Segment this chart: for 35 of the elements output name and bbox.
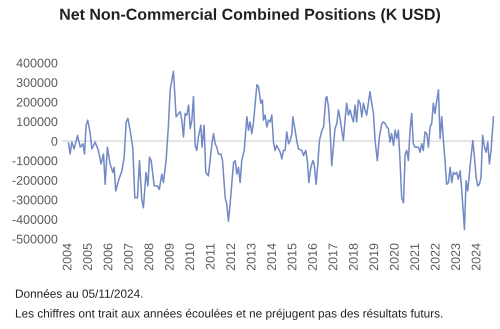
y-tick-label: 400000 [16, 58, 58, 68]
y-tick-label: -500000 [12, 234, 58, 244]
y-tick-label: 0 [51, 136, 58, 146]
x-tick-label: 2010 [185, 244, 194, 270]
x-tick-label: 2004 [62, 243, 72, 270]
x-tick-label: 2014 [267, 243, 276, 270]
x-tick-label: 2022 [430, 244, 440, 270]
x-tick-label: 2021 [410, 244, 420, 270]
x-tick-label: 2023 [451, 244, 460, 270]
x-tick-label: 2005 [83, 244, 92, 270]
x-tick-label: 2019 [369, 244, 378, 270]
y-tick-label: 300000 [16, 78, 58, 88]
x-tick-label: 2011 [206, 244, 215, 270]
x-tick-label: 2009 [164, 244, 174, 270]
line-series [68, 70, 494, 230]
x-tick-label: 2015 [288, 244, 296, 270]
x-tick-label: 2017 [328, 244, 338, 270]
text: Les chiffres ont trait aux années écoulées et ne préjugent pas des résultats futurs. [16, 308, 442, 320]
text: Données au 05/11/2024. [16, 289, 142, 298]
y-tick-label: -200000 [12, 176, 58, 185]
y-tick-label: 100000 [17, 117, 58, 126]
x-tick-label: 2013 [246, 244, 256, 270]
y-tick-label: -400000 [12, 215, 58, 224]
x-tick-label: 2006 [104, 244, 112, 270]
x-tick-label: 2020 [390, 244, 399, 270]
chart-title: Net Non-Commercial Combined Positions (K USD) [60, 8, 440, 24]
x-tick-label: 2007 [124, 244, 133, 270]
x-tick-label: 2016 [308, 244, 317, 270]
y-tick-label: -300000 [12, 196, 58, 204]
x-tick-label: 2024 [472, 243, 480, 270]
x-tick-label: 2012 [226, 244, 236, 270]
x-tick-label: 2008 [144, 244, 154, 270]
y-tick-label: -100000 [12, 156, 58, 166]
y-tick-label: 200000 [16, 98, 58, 107]
x-tick-label: 2018 [348, 244, 358, 270]
